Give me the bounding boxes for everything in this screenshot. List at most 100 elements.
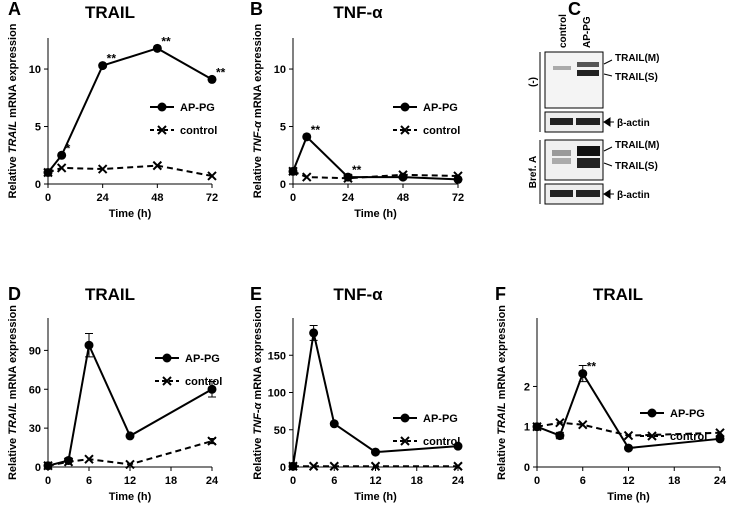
y-tick-label: 90 — [29, 345, 41, 357]
x-tick-label: 24 — [206, 475, 219, 487]
y-tick-label: 0 — [35, 179, 41, 191]
western-blot: C control AP-PG (-) Bref. A TRAIL(M) TRA… — [528, 0, 659, 205]
y-tick-label: 1 — [524, 422, 530, 434]
y-axis-label-part: Relative — [7, 435, 19, 480]
blot-frame — [544, 183, 604, 205]
legend-label: control — [670, 431, 707, 443]
legend-marker — [162, 376, 172, 386]
y-axis-label-part: mRNA expression — [7, 23, 19, 121]
x-axis-label: Time (h) — [354, 491, 397, 503]
x-axis-label: Time (h) — [607, 491, 650, 503]
y-axis-label: Relative TNF-α mRNA expression — [252, 23, 264, 198]
marker — [623, 430, 634, 441]
y-axis-label-part: TRAIL — [7, 121, 19, 154]
band-label: TRAIL(M) — [615, 53, 659, 64]
y-tick-label: 0 — [524, 462, 530, 474]
y-tick-label: 60 — [29, 384, 41, 396]
marker — [578, 369, 588, 379]
y-tick-label: 0 — [280, 179, 286, 191]
arrow — [603, 189, 614, 199]
significance: ** — [161, 34, 171, 48]
y-axis-label-part: TRAIL — [496, 402, 508, 435]
y-axis-label-part: mRNA expression — [496, 305, 508, 403]
x-tick-label: 12 — [622, 475, 634, 487]
marker — [84, 340, 94, 350]
marker — [125, 431, 135, 441]
band — [577, 70, 599, 76]
chart-title: TRAIL — [593, 285, 643, 304]
band — [576, 118, 600, 125]
x-axis-label: Time (h) — [109, 491, 152, 503]
marker — [343, 173, 353, 183]
panel-letter: C — [568, 0, 581, 19]
significance: * — [66, 141, 71, 155]
legend-label: control — [180, 125, 217, 137]
legend-label: AP-PG — [423, 102, 458, 114]
line — [47, 440, 213, 467]
marker — [207, 74, 217, 84]
pointer — [603, 146, 613, 167]
marker — [63, 457, 74, 467]
marker — [302, 172, 312, 182]
x-tick-label: 18 — [165, 475, 177, 487]
marker — [624, 443, 633, 453]
chart-title: TNF-α — [333, 3, 383, 22]
y-axis-label-part: Relative — [7, 153, 19, 198]
line — [536, 421, 721, 437]
marker — [288, 461, 298, 471]
marker — [152, 160, 163, 171]
panel-letter: F — [495, 284, 506, 304]
band — [577, 62, 599, 67]
blot-frame — [544, 51, 604, 109]
x-tick-label: 24 — [97, 192, 110, 204]
y-tick-label: 2 — [524, 381, 530, 393]
chart-title: TNF-α — [333, 285, 383, 304]
legend-marker — [157, 102, 167, 112]
legend-label: AP-PG — [180, 102, 215, 114]
band-label: β-actin — [617, 118, 650, 129]
marker — [329, 419, 339, 429]
group-label: (-) — [528, 77, 539, 87]
marker — [309, 328, 319, 338]
marker — [371, 447, 380, 457]
x-tick-label: 48 — [151, 192, 163, 204]
marker — [329, 461, 339, 471]
marker — [43, 167, 53, 178]
x-tick-label: 0 — [534, 475, 540, 487]
marker — [84, 454, 94, 464]
y-axis-label-part: Relative — [252, 435, 264, 480]
legend-marker — [400, 125, 410, 135]
marker — [43, 460, 53, 471]
chart-title: TRAIL — [85, 285, 135, 304]
significance: ** — [216, 65, 226, 79]
significance: ** — [587, 360, 597, 374]
panel-letter: B — [250, 0, 263, 19]
marker — [57, 150, 67, 160]
legend-marker — [400, 436, 410, 446]
x-tick-label: 72 — [452, 192, 464, 204]
x-tick-label: 0 — [290, 192, 296, 204]
x-axis-label: Time (h) — [109, 208, 152, 220]
x-tick-label: 18 — [668, 475, 680, 487]
y-tick-label: 10 — [29, 64, 41, 76]
x-tick-label: 18 — [411, 475, 423, 487]
y-axis-label: Relative TRAIL mRNA expression — [7, 305, 19, 480]
panel-letter: A — [8, 0, 21, 19]
pointer — [603, 59, 613, 77]
legend-marker — [400, 413, 410, 423]
legend-label: AP-PG — [670, 408, 705, 420]
band — [577, 146, 600, 156]
legend-label: control — [423, 125, 460, 137]
marker — [302, 132, 312, 142]
x-tick-label: 6 — [86, 475, 92, 487]
band — [577, 158, 600, 168]
x-tick-label: 0 — [290, 475, 296, 487]
y-axis-label-part: TNF-α — [252, 401, 264, 434]
band — [576, 190, 600, 197]
marker — [453, 441, 463, 451]
legend-label: AP-PG — [423, 413, 458, 425]
marker — [152, 43, 162, 53]
x-tick-label: 6 — [331, 475, 337, 487]
marker — [715, 434, 725, 444]
